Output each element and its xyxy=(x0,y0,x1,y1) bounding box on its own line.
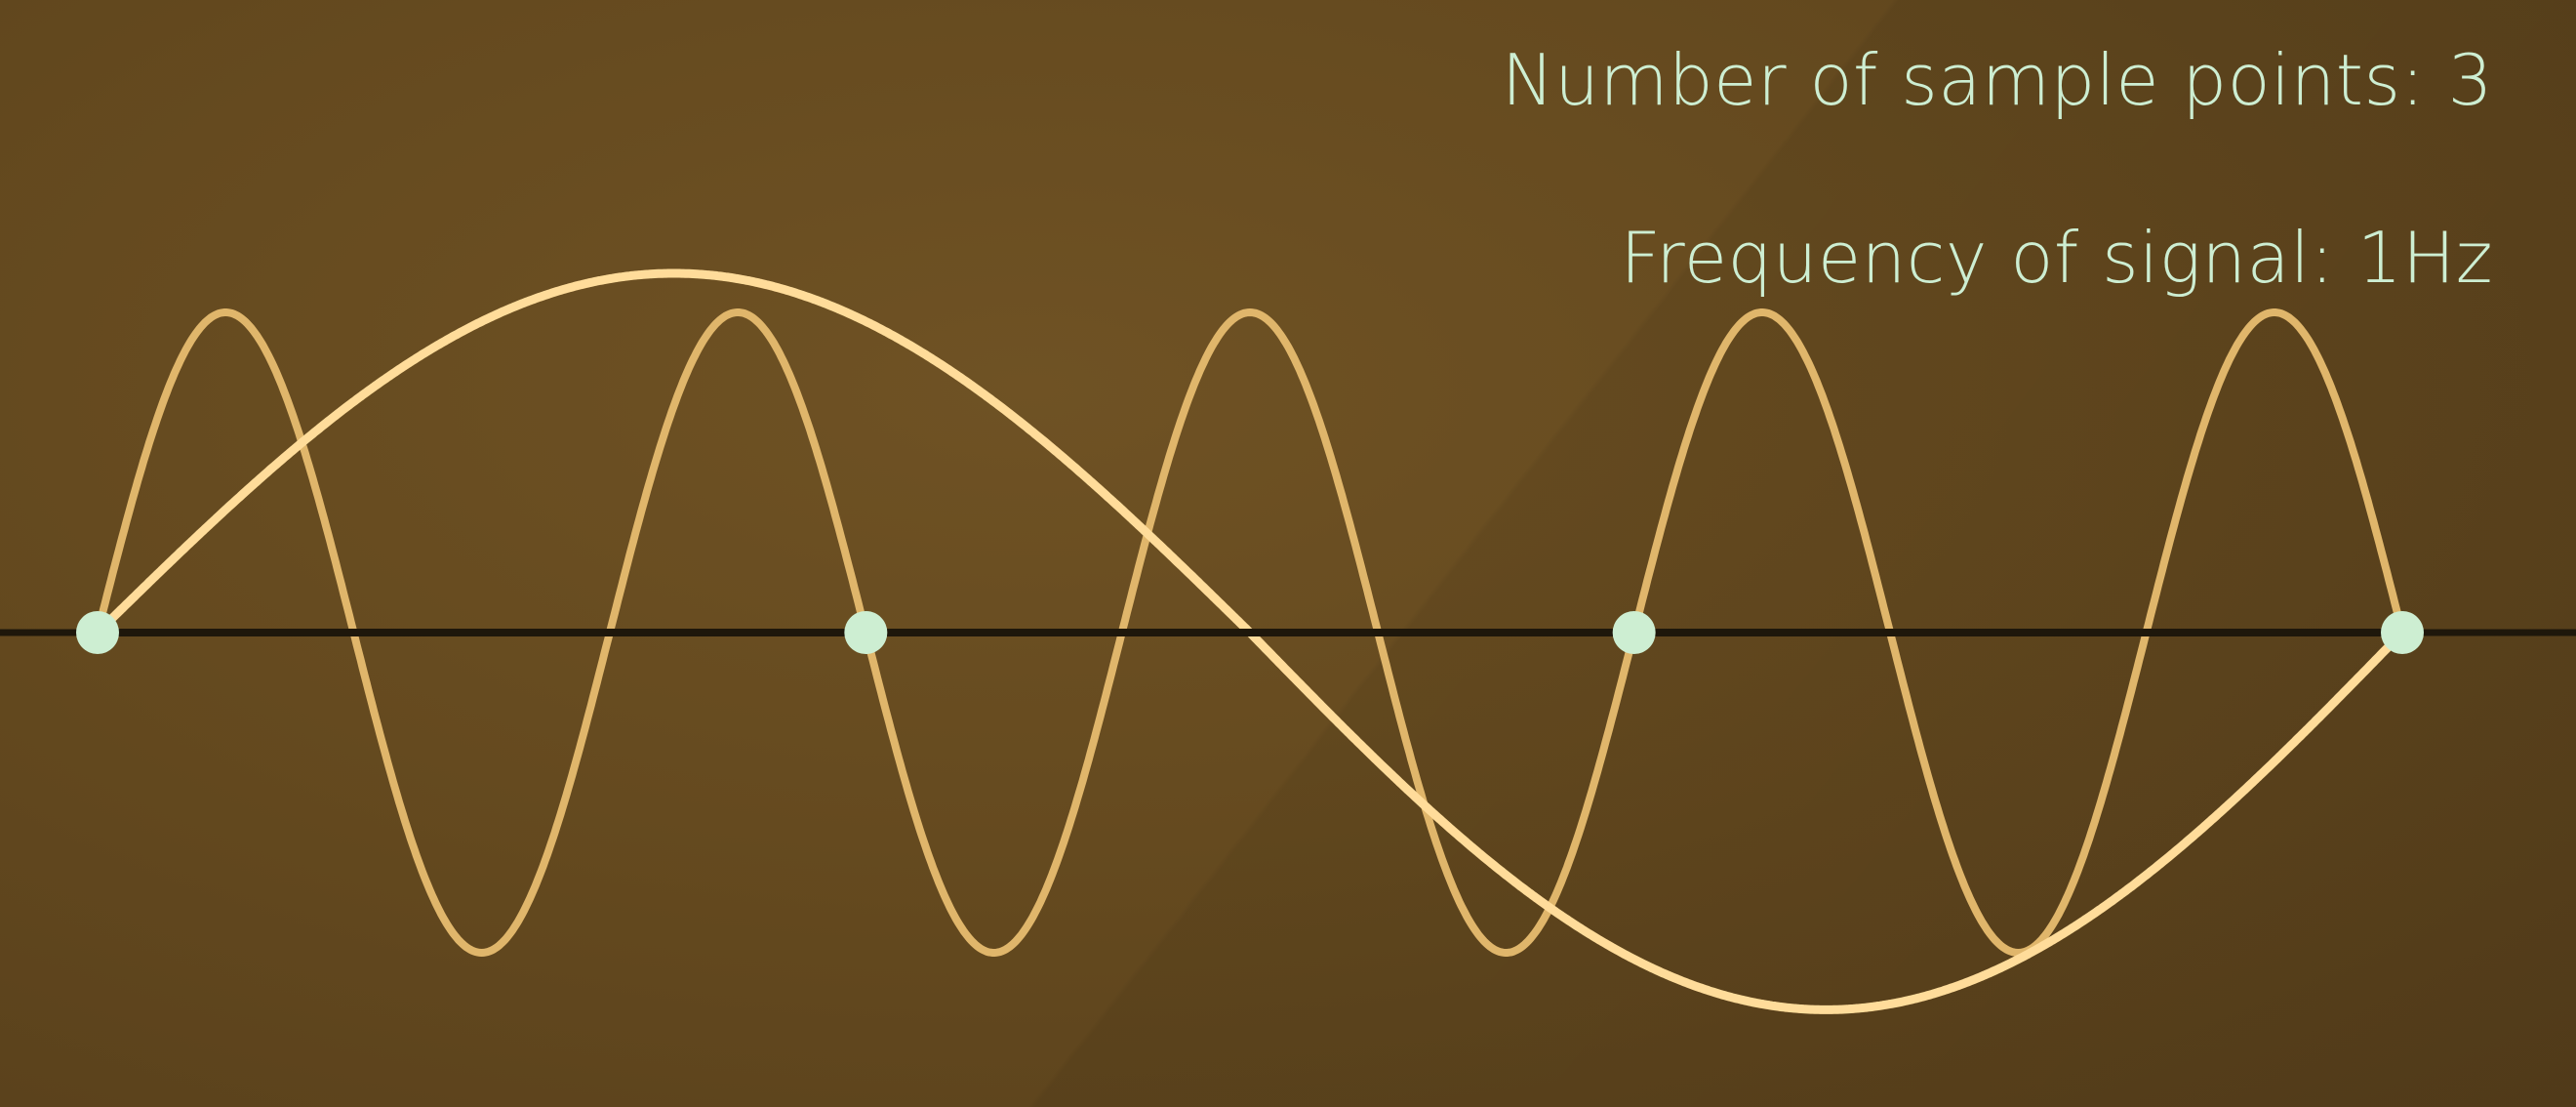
sample-point xyxy=(844,611,888,654)
sample-point xyxy=(1612,611,1656,654)
sample-point xyxy=(76,611,119,654)
sample-points-label: Number of sample points: 3 xyxy=(1501,39,2493,121)
high-frequency-signal xyxy=(94,308,2406,958)
sample-point xyxy=(2381,611,2424,654)
frequency-label: Frequency of signal: 1Hz xyxy=(1620,217,2493,299)
sample-points xyxy=(76,611,2424,654)
aliased-signal xyxy=(93,268,2407,1014)
